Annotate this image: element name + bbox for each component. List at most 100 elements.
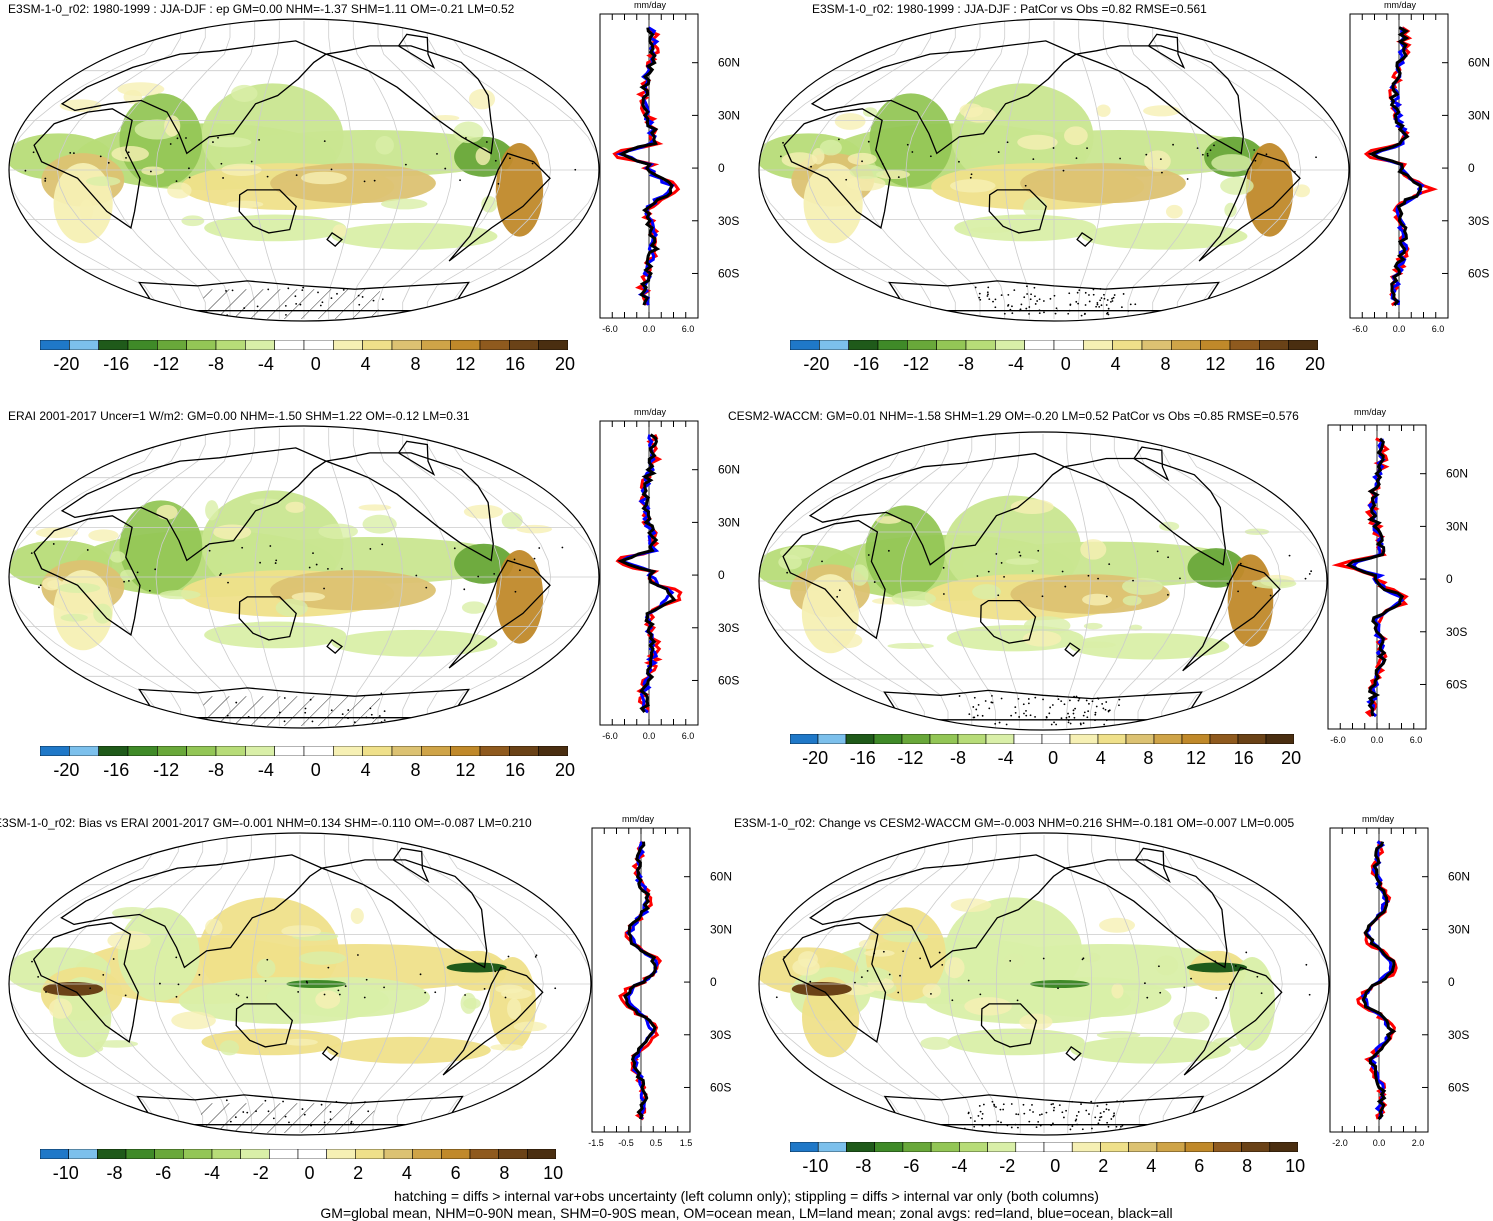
- stipple-dot: [1097, 697, 1100, 700]
- stipple-dot: [1029, 714, 1032, 717]
- graticule-line: [56, 21, 182, 319]
- stipple-dot: [1144, 982, 1146, 985]
- blob-patch: [1211, 154, 1253, 172]
- stipple-dot: [381, 298, 384, 301]
- stipple-dot: [1077, 699, 1080, 702]
- colorbar-swatch: [450, 746, 481, 756]
- stipple-dot: [1056, 695, 1059, 698]
- stipple-dot: [1105, 1103, 1108, 1106]
- colorbar-swatch: [412, 1149, 442, 1159]
- coastline-nz: [1064, 642, 1081, 657]
- stipple-dot: [404, 163, 407, 166]
- stipple-dot: [981, 1117, 983, 1120]
- blob-patch: [950, 898, 992, 912]
- stipple-dot: [1158, 965, 1160, 968]
- stipple-dot: [1206, 154, 1209, 157]
- stipple-dot: [329, 1118, 332, 1121]
- stipple-dot: [372, 299, 375, 302]
- stipple-dot: [255, 1110, 257, 1113]
- graticule-line: [805, 835, 926, 1133]
- stipple-dot: [1013, 289, 1016, 292]
- stipple-dot: [1083, 313, 1086, 316]
- stipple-dot: [229, 1120, 232, 1123]
- colorbar-swatch: [274, 746, 305, 756]
- blob-patch: [150, 935, 182, 949]
- lat-tick-label: 60S: [718, 266, 739, 280]
- stipple-dot: [1032, 1111, 1034, 1113]
- blob-green: [331, 629, 498, 657]
- stippling: [786, 549, 1313, 726]
- stipple-dot: [1099, 299, 1102, 302]
- blob-patch: [48, 998, 73, 1019]
- blob-green: [954, 214, 1097, 242]
- stipple-dot: [303, 1113, 306, 1116]
- stipple-dot: [941, 964, 944, 966]
- zonal-mean-plot: 60N 30N 0 30S 60S -6.0 0.0 6.0: [599, 13, 740, 334]
- stipple-dot: [337, 989, 340, 992]
- blob-patch: [88, 529, 119, 542]
- stipple-dot: [1092, 288, 1095, 291]
- stipple-dot: [124, 994, 127, 997]
- stipple-dot: [1105, 701, 1108, 703]
- stipple-dot: [1068, 715, 1071, 718]
- stipple-dot: [1069, 699, 1071, 702]
- stipple-dot: [902, 950, 905, 953]
- blob-patch: [507, 998, 522, 1020]
- stipple-dot: [1052, 1122, 1054, 1125]
- blob-patch: [1081, 952, 1101, 963]
- colorbar-tick-label: 8: [410, 760, 421, 780]
- graticule-line: [106, 21, 206, 319]
- lat-tick-label: 30S: [1448, 1028, 1469, 1042]
- graticule-line: [402, 428, 502, 726]
- stipple-dot: [1023, 712, 1025, 715]
- unit-label: mm/day: [1354, 407, 1387, 417]
- stipple-dot: [988, 1124, 991, 1127]
- coastline-nz: [321, 1046, 339, 1061]
- stipple-dot: [464, 994, 466, 996]
- stipple-dot: [1161, 171, 1163, 174]
- stipple-dot: [1011, 305, 1013, 308]
- stipple-dot: [1064, 585, 1067, 588]
- coastline-greenland: [1134, 847, 1171, 884]
- stipple-dot: [1017, 1126, 1019, 1129]
- blob-patch: [1003, 953, 1026, 970]
- colorbar-tick-label: 8: [1143, 748, 1154, 768]
- stipple-dot: [1118, 698, 1121, 701]
- graticule-line: [1201, 21, 1349, 319]
- colorbar-tick-label: -4: [951, 1156, 968, 1176]
- colorbar-tick-label: 4: [1095, 748, 1106, 768]
- stipple-dot: [1215, 997, 1218, 999]
- stipple-dot: [309, 698, 312, 701]
- stipple-dot: [44, 177, 47, 180]
- stipple-dot: [1107, 313, 1110, 316]
- stipple-dot: [327, 567, 329, 570]
- colorbar: [790, 1142, 1298, 1152]
- colorbar-swatch: [40, 340, 70, 350]
- stipple-dot: [1029, 298, 1032, 301]
- colorbar-tick-label: 4: [360, 760, 371, 780]
- stipple-dot: [775, 996, 778, 999]
- stipple-dot: [1084, 291, 1087, 294]
- stipple-dot: [1060, 717, 1063, 720]
- stipple-dot: [997, 594, 1000, 597]
- graticule-line: [1078, 21, 1104, 319]
- stipple-dot: [1315, 156, 1317, 159]
- lat-tick-label: 30N: [710, 922, 732, 936]
- world-map: [8, 18, 600, 322]
- stipple-dot: [297, 991, 300, 993]
- colorbar-swatch: [936, 340, 967, 350]
- stipple-dot: [994, 306, 997, 309]
- colorbar-swatch: [69, 340, 99, 350]
- colorbar-swatch: [874, 1142, 904, 1152]
- stipple-dot: [45, 991, 47, 993]
- lat-tick-label: 30N: [718, 108, 740, 122]
- stipple-dot: [1036, 300, 1039, 302]
- stipple-dot: [978, 292, 981, 295]
- stipple-dot: [1108, 709, 1111, 712]
- map-content: [9, 19, 599, 321]
- graticule-line: [948, 835, 997, 1133]
- colorbar-swatch: [362, 340, 393, 350]
- stipple-dot: [465, 137, 467, 139]
- stipple-dot: [1099, 1116, 1101, 1119]
- stipple-dot: [984, 700, 987, 702]
